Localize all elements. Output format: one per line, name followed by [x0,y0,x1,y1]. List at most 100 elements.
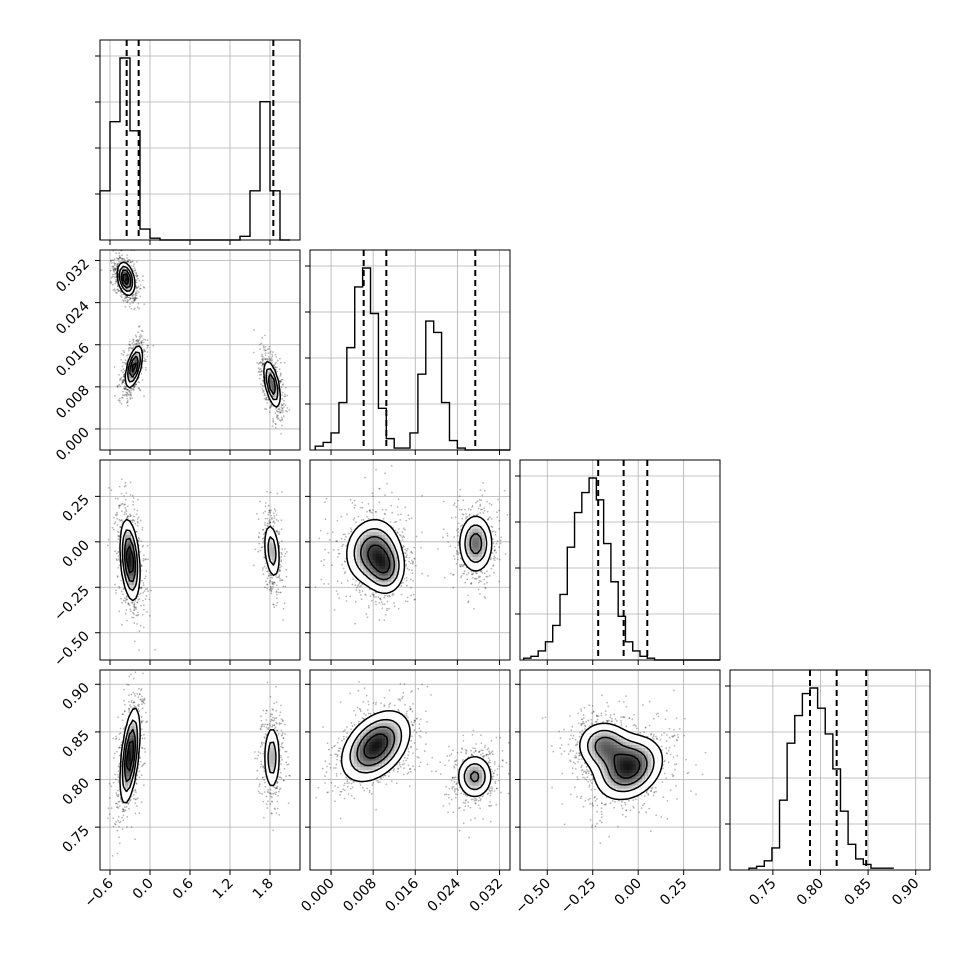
scatter-point [135,335,138,338]
density-cell [360,538,364,542]
scatter-point [129,261,132,263]
scatter-point [263,346,265,349]
scatter-point [496,511,498,514]
scatter-point [121,365,124,368]
density-cell [128,550,132,555]
scatter-point [126,393,128,395]
density-cell [469,541,473,545]
density-cell [472,516,477,520]
scatter-point [146,339,149,341]
hist-frame-3 [729,669,931,871]
scatter-point [118,535,120,538]
density-cell [121,284,126,288]
scatter-point [343,572,346,575]
density-cell [378,522,383,527]
scatter-point [283,555,286,557]
scatter-point [129,397,132,399]
density-cell [268,375,273,379]
scatter-point [276,415,279,418]
density-cell [472,538,477,542]
scatter-point [270,514,272,517]
density-cell [356,531,361,536]
scatter-point [460,564,463,566]
scatter-point [457,553,460,556]
scatter-point [120,503,123,505]
scatter-point [286,551,288,553]
density-cell [375,531,380,536]
scatter-point [140,587,143,590]
scatter-point [406,554,408,556]
scatter-point [136,623,139,625]
scatter-point [125,394,128,396]
y-tick-label-2-1: −0.25 [51,583,93,625]
density-cell [381,522,386,527]
scatter-point [271,516,273,519]
scatter-point [258,542,261,545]
scatter-point [384,614,387,616]
scatter-point [493,549,496,552]
scatter-point [279,591,282,594]
scatter-point [139,519,142,522]
scatter-point [372,495,374,498]
scatter-point [117,285,119,288]
scatter-point [371,511,373,514]
scatter-point [374,600,377,603]
scatter-point [276,597,278,600]
scatter-point [267,570,269,572]
scatter-point [133,385,136,388]
scatter-point [269,521,272,524]
density-cell [128,553,132,558]
scatter-point [126,254,129,257]
scatter-point [267,352,270,354]
density-cell [268,563,273,567]
density-cell [378,535,383,539]
density-cell [356,547,361,552]
scatter-point [132,294,134,296]
scatter-point [126,395,128,397]
scatter-point [119,295,122,297]
density-cell [385,544,389,548]
scatter-point [359,506,362,509]
scatter-point [138,598,141,600]
density-cell [394,535,398,539]
density-cell [375,528,380,533]
scatter-point [492,565,495,567]
scatter-point [307,536,309,538]
scatter-point [280,565,283,568]
scatter-point [276,530,279,533]
scatter-point [256,361,259,364]
hist-steps-3 [748,687,894,870]
scatter-point [261,353,264,356]
density-cell [353,535,358,539]
scatter-point [278,533,280,536]
density-frame-1-0 [99,249,301,451]
scatter-point [352,518,355,521]
scatter-point [282,404,284,406]
scatter-point [139,336,142,339]
density-cell [271,381,276,385]
density-cell [275,403,279,407]
scatter-point [136,601,139,604]
density-cell [353,538,358,542]
scatter-point [319,529,322,532]
scatter-point [384,513,387,516]
scatter-point [346,579,349,582]
scatter-point [121,394,124,396]
scatter-point [261,360,264,362]
scatter-point [459,563,461,566]
scatter-point [467,508,470,510]
scatter-point [449,572,452,575]
density-cell [128,572,132,577]
scatter-point [275,530,278,533]
density-cell [391,538,395,542]
scatter-point [128,391,131,394]
scatter-point [271,353,274,356]
density-cell [363,528,367,533]
scatter-point [280,559,283,561]
density-cell [131,581,135,586]
scatter-point [483,578,486,581]
scatter-point [137,291,140,293]
density-cell [472,535,477,539]
scatter-point [261,546,264,549]
scatter-point [115,552,118,555]
